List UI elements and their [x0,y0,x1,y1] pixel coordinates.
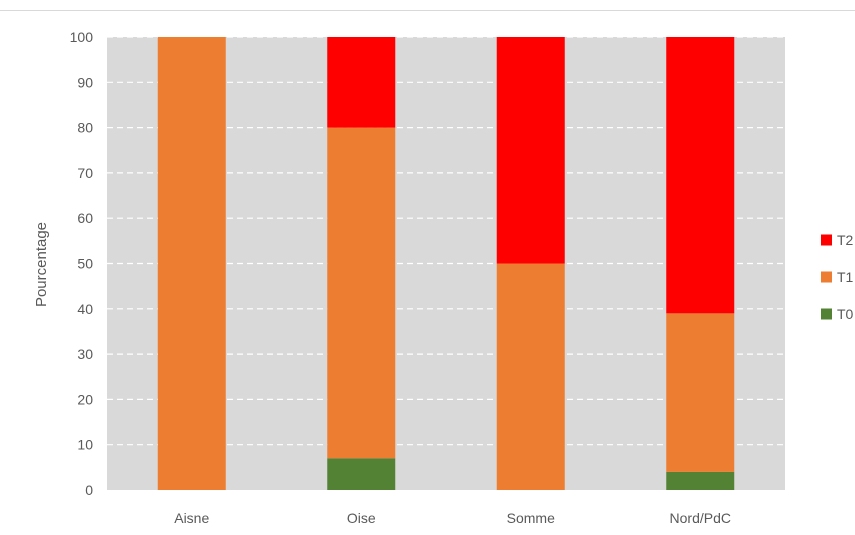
legend: T2 T1 T0 [821,232,854,322]
bar-segment-t0-nord-pdc [666,471,735,490]
legend-swatch-t2 [821,234,832,246]
bars [157,37,735,490]
y-tick-label: 70 [77,165,93,181]
bar-segment-t2-oise [327,37,396,128]
y-tick-label: 30 [77,346,93,362]
bar-segment-t1-aisne [157,37,226,490]
legend-swatch-t0 [821,308,832,320]
bar-segment-t1-oise [327,127,396,459]
x-axis-ticks: Aisne Oise Somme Nord/PdC [174,510,731,526]
legend-label-t0: T0 [837,306,854,322]
y-axis-ticks: 0 10 20 30 40 50 60 70 80 90 100 [70,29,94,498]
legend-label-t2: T2 [837,232,854,248]
y-tick-label: 40 [77,301,93,317]
bar-segment-t1-somme [496,263,565,490]
legend-swatch-t1 [821,271,832,283]
y-tick-label: 100 [70,29,94,45]
y-tick-label: 90 [77,74,93,90]
y-tick-label: 0 [85,482,93,498]
legend-label-t1: T1 [837,269,854,285]
x-tick-label: Oise [347,510,376,526]
bar-segment-t1-nord-pdc [666,313,735,472]
x-tick-label: Nord/PdC [670,510,731,526]
y-axis-title: Pourcentage [33,222,50,307]
bar-segment-t2-somme [496,37,565,264]
top-border-line [0,10,855,11]
y-tick-label: 60 [77,210,93,226]
y-tick-label: 80 [77,120,93,136]
x-tick-label: Aisne [174,510,209,526]
x-tick-label: Somme [507,510,555,526]
y-tick-label: 20 [77,391,93,407]
bar-segment-t0-oise [327,458,396,490]
y-tick-label: 10 [77,437,93,453]
y-tick-label: 50 [77,256,93,272]
bar-segment-t2-nord-pdc [666,37,735,314]
